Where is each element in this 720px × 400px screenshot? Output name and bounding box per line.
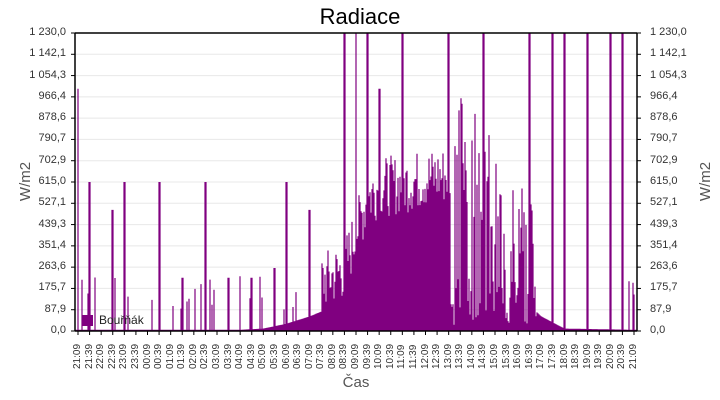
x-tick-label: 20:39 — [616, 343, 628, 369]
y-tick-label: 263,6 — [650, 260, 678, 273]
x-tick-label: 14:39 — [477, 343, 489, 369]
x-tick-label: 12:39 — [431, 343, 443, 369]
x-tick-label: 13:39 — [454, 343, 466, 369]
x-tick-label: 21:39 — [83, 343, 95, 369]
x-tick-label: 22:39 — [106, 343, 118, 369]
y-tick-label: 527,1 — [38, 196, 66, 209]
x-tick-label: 15:39 — [500, 343, 512, 369]
x-tick-label: 04:39 — [245, 343, 257, 369]
x-tick-label: 16:09 — [512, 343, 524, 369]
y-tick-label: 615,0 — [650, 175, 678, 187]
x-tick-label: 07:39 — [315, 343, 327, 369]
y-tick-label: 966,4 — [650, 89, 678, 102]
x-tick-label: 02:39 — [199, 343, 211, 369]
x-tick-label: 00:39 — [153, 343, 165, 369]
y-tick-label: 1 054,3 — [650, 68, 687, 81]
x-tick-label: 02:09 — [187, 343, 199, 369]
y-tick-label: 175,7 — [38, 281, 66, 294]
x-tick-label: 16:39 — [523, 343, 535, 369]
x-tick-label: 18:09 — [558, 343, 570, 369]
y-tick-label: 1 054,3 — [29, 68, 66, 81]
x-tick-label: 10:39 — [384, 343, 396, 369]
x-tick-label: 19:09 — [581, 343, 593, 369]
x-tick-label: 01:09 — [164, 343, 176, 369]
x-tick-label: 11:09 — [396, 344, 408, 369]
y-tick-label: 702,9 — [38, 153, 66, 166]
y-tick-label: 527,1 — [650, 196, 678, 209]
legend-swatch — [82, 314, 93, 326]
x-tick-label: 08:39 — [338, 343, 350, 369]
y-tick-label: 87,9 — [650, 302, 672, 315]
x-tick-label: 23:09 — [118, 343, 130, 369]
x-tick-label: 03:09 — [211, 343, 222, 369]
y-tick-label: 87,9 — [44, 302, 66, 315]
x-tick-label: 09:39 — [361, 343, 373, 369]
x-tick-label: 22:09 — [95, 343, 107, 369]
x-tick-label: 08:09 — [326, 343, 338, 369]
y-tick-label: 1 142,1 — [29, 47, 66, 60]
x-tick-label: 01:39 — [176, 343, 188, 369]
y-tick-label: 263,6 — [38, 260, 66, 273]
y-tick-label: 1 142,1 — [650, 47, 687, 60]
y-tick-label: 351,4 — [38, 238, 66, 251]
x-tick-label: 19:39 — [593, 343, 605, 369]
x-axis-label: Čas — [342, 374, 370, 391]
legend-label: Bouřňák — [99, 313, 144, 327]
y-tick-label: 878,6 — [650, 111, 678, 124]
x-tick-label: 06:39 — [292, 343, 304, 369]
x-tick-label: 05:09 — [257, 343, 269, 369]
x-tick-label: 00:09 — [141, 343, 153, 369]
x-tick-label: 03:39 — [222, 343, 234, 369]
x-tick-label: 17:39 — [546, 343, 558, 369]
x-tick-label: 10:09 — [373, 343, 385, 369]
x-tick-label: 18:39 — [570, 343, 582, 369]
y-tick-label: 1 230,0 — [29, 26, 66, 38]
y-tick-label: 878,6 — [38, 111, 66, 124]
x-tick-label: 09:09 — [350, 343, 361, 369]
x-tick-label: 15:09 — [489, 343, 500, 369]
x-tick-label: 14:09 — [465, 343, 477, 369]
y-tick-label: 1 230,0 — [650, 26, 687, 38]
x-tick-label: 11:39 — [407, 344, 419, 369]
y-tick-label: 615,0 — [38, 175, 66, 187]
y-tick-label: 702,9 — [650, 153, 678, 166]
y-tick-label: 439,3 — [38, 217, 66, 230]
y-tick-label: 790,7 — [650, 132, 678, 145]
legend: Bouřňák — [82, 313, 144, 327]
y-tick-label: 790,7 — [38, 132, 66, 145]
y-tick-label: 175,7 — [650, 281, 678, 294]
x-tick-label: 04:09 — [234, 343, 246, 369]
y-tick-label: 439,3 — [650, 217, 678, 230]
x-tick-label: 13:09 — [442, 343, 454, 369]
x-tick-label: 23:39 — [129, 343, 141, 369]
y-tick-label: 0,0 — [50, 324, 66, 336]
x-tick-label: 21:09 — [628, 343, 639, 369]
x-tick-label: 21:09 — [72, 343, 83, 369]
chart-title: Radiace — [319, 4, 401, 29]
x-tick-label: 20:09 — [604, 343, 616, 369]
x-tick-label: 06:09 — [280, 343, 292, 369]
y-tick-label: 966,4 — [38, 89, 66, 102]
x-tick-label: 05:39 — [268, 343, 280, 369]
y-tick-label: 0,0 — [650, 324, 666, 336]
x-tick-label: 12:09 — [419, 343, 431, 369]
x-tick-label: 07:09 — [303, 343, 315, 369]
x-tick-label: 17:09 — [535, 343, 547, 369]
y-tick-label: 351,4 — [650, 238, 678, 251]
